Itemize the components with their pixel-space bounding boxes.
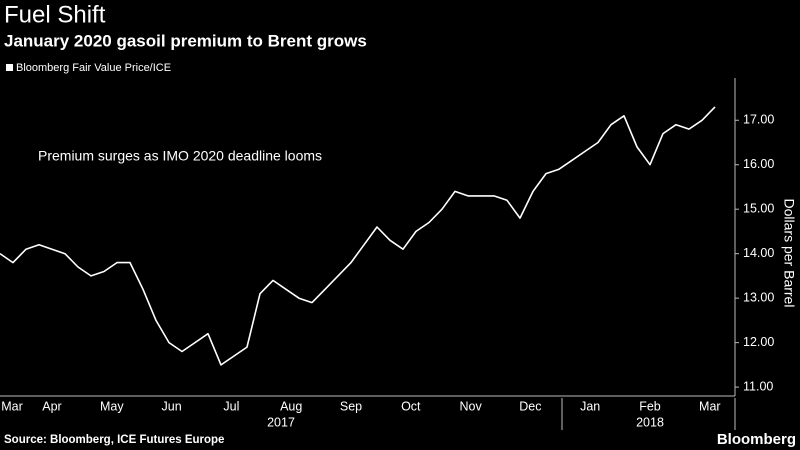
y-tick-label: 13.00 [743, 290, 774, 304]
y-tick-label: 17.00 [743, 113, 774, 127]
y-tick-label: 12.00 [743, 335, 774, 349]
chart-title: Fuel Shift [4, 1, 106, 28]
x-tick-label: Feb [639, 399, 661, 413]
source: Source: Bloomberg, ICE Futures Europe [4, 434, 224, 446]
y-tick-label: 15.00 [743, 201, 774, 215]
x-tick-label: Mar [699, 399, 721, 413]
year-label: 2017 [267, 415, 295, 429]
brand: Bloomberg [717, 431, 796, 448]
legend-swatch [6, 64, 13, 71]
chart-subtitle: January 2020 gasoil premium to Brent gro… [4, 31, 367, 50]
y-tick-label: 11.00 [743, 379, 773, 393]
x-tick-label: Jan [580, 399, 600, 413]
x-tick-label: Jun [162, 399, 182, 413]
y-tick-label: 16.00 [743, 157, 774, 171]
x-tick-label: May [100, 399, 124, 413]
x-tick-label: Apr [42, 399, 61, 413]
data-line [0, 106, 716, 366]
legend-label: Bloomberg Fair Value Price/ICE [16, 62, 171, 74]
x-tick-label: Sep [340, 399, 362, 413]
annotation: Premium surges as IMO 2020 deadline loom… [38, 148, 322, 164]
x-tick-label: Dec [519, 399, 541, 413]
year-label: 2018 [636, 415, 664, 429]
x-tick-label: Jul [223, 399, 239, 413]
y-axis-label: Dollars per Barrel [781, 199, 797, 308]
x-tick-label: Oct [401, 399, 421, 413]
x-tick-label: Mar [1, 399, 23, 413]
y-tick-label: 14.00 [743, 246, 774, 260]
x-tick-label: Nov [459, 399, 482, 413]
x-tick-label: Aug [280, 399, 302, 413]
